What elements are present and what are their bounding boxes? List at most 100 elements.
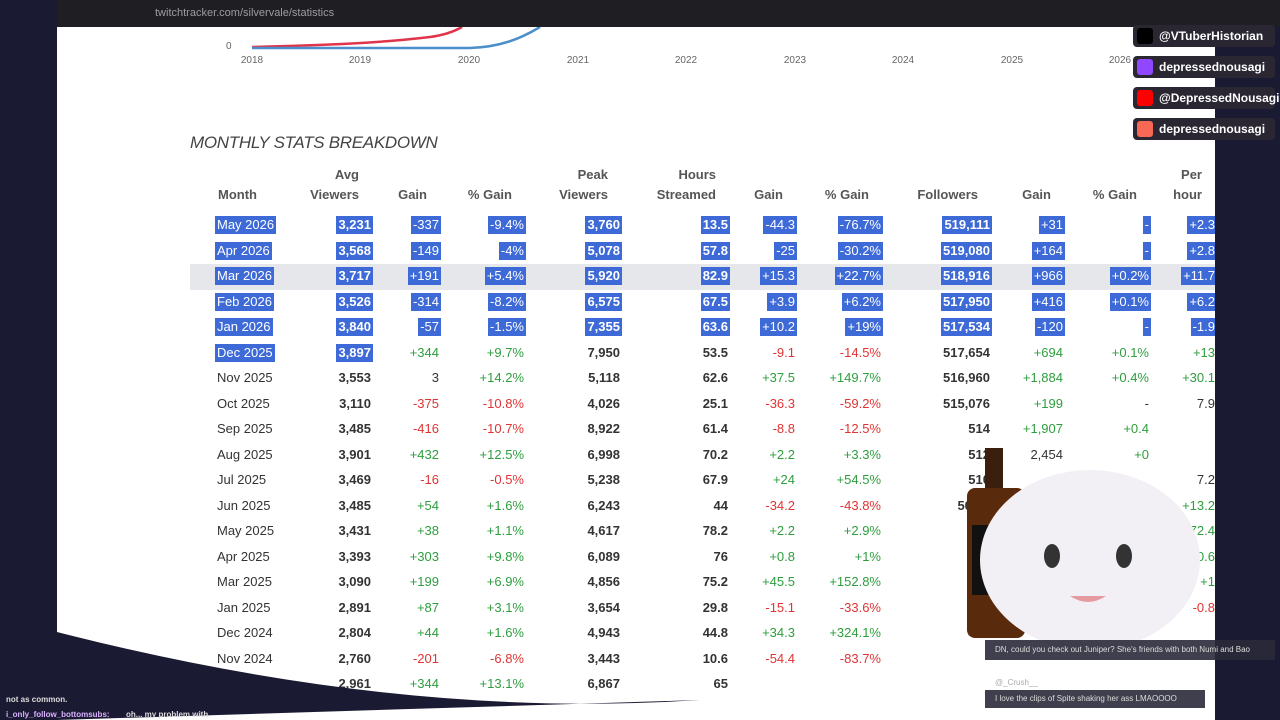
table-cell: +12.5% [479,446,524,462]
table-cell: 3,469 [338,472,371,487]
table-cell: Dec 2025 [215,343,275,362]
table-cell: -30.2% [837,241,883,260]
table-cell: -1.9 [1190,318,1217,336]
table-cell: Jan 2025 [217,599,271,615]
table-cell: - [1142,241,1151,260]
table-cell: +3.1% [486,599,524,615]
table-cell: 2,804 [338,625,371,640]
table-cell: +191 [407,267,441,285]
table-cell: 3,897 [336,343,373,362]
table-cell: - [1142,216,1151,234]
table-cell: 7,950 [587,344,620,360]
table-cell: +164 [1031,241,1065,260]
table-cell: Apr 2025 [217,548,270,564]
table-cell: +87 [416,599,439,615]
column-header: Viewers [559,187,608,202]
table-cell: 2,891 [338,599,371,615]
table-cell: +199 [1033,395,1063,411]
table-cell: -43.8% [839,497,881,513]
table-cell: +966 [1031,267,1065,285]
table-cell: Jul 2025 [217,472,267,487]
table-cell: -375 [412,395,439,411]
table-cell: +0.4 [1123,421,1149,436]
table-cell: 7.9 [1196,395,1215,411]
table-cell: +1.1% [486,523,524,538]
table-cell: 44.8 [702,625,728,640]
line-blue [252,27,541,50]
table-cell: 3 [431,370,439,385]
social-icon [1137,121,1153,137]
x-tick-label: 2023 [783,55,807,66]
table-cell: +13.2 [1182,497,1215,513]
table-cell: 517,534 [941,318,992,336]
table-cell: - [1144,395,1149,411]
table-cell: -76.7% [837,216,883,234]
table-cell: +0.1% [1109,292,1151,311]
table-cell: 3,443 [587,650,620,666]
table-cell: -10.7% [482,421,524,436]
social-icon [1137,28,1153,44]
table-cell: -6.8% [490,650,524,666]
table-cell: 76 [713,548,728,564]
x-tick-label: 2026 [1108,55,1132,66]
column-header: % Gain [467,187,512,202]
x-tick-label: 2018 [240,55,264,66]
table-cell: 3,393 [338,548,371,564]
table-cell: +1.6% [486,497,524,513]
column-header: Avg [334,167,359,182]
table-cell: +1 [1200,574,1215,589]
column-header: Month [218,187,257,202]
table-cell: -416 [412,421,439,436]
table-cell: 82.9 [700,267,730,285]
table-cell: 75.2 [702,574,728,589]
table-cell: +3.9 [767,292,797,311]
url[interactable]: twitchtracker.com/silvervale/statistics [155,7,335,19]
table-cell: 8,922 [587,421,620,436]
column-header: Followers [917,187,978,202]
table-cell: -14.5% [839,344,881,360]
table-cell: May 2025 [217,523,275,538]
table-cell: 44 [713,497,728,513]
table-cell: -54.4 [765,650,795,666]
table-cell: 3,717 [336,267,373,285]
table-cell: -9.4% [488,216,526,234]
table-cell: +6.2 [1187,292,1217,311]
table-cell: +44 [416,625,439,640]
table-cell: +1,884 [1022,370,1063,385]
x-tick-label: 2024 [891,55,915,66]
table-cell: 2,961 [338,676,371,691]
table-cell: +1% [854,548,881,564]
column-header: Viewers [310,187,359,202]
stream-frame [57,632,700,720]
social-icon [1137,90,1153,106]
table-cell: +3.3% [843,446,881,462]
table-cell: -337 [410,216,441,234]
table-cell: +54.5% [836,472,881,487]
table-cell: +2.8 [1187,241,1217,260]
table-cell: +13 [1192,344,1215,360]
table-cell: +0.8 [769,548,795,564]
table-cell: 10.6 [702,650,728,666]
table-cell: +324.1% [829,625,881,640]
mascot [980,470,1200,650]
table-cell: 3,760 [585,216,622,234]
left-frame [0,0,57,720]
table-cell: 3,485 [338,421,371,436]
table-cell: - [1142,318,1151,336]
table-cell: 6,575 [585,292,622,311]
table-cell: +22.7% [834,267,883,285]
column-header: Gain [398,187,427,202]
table-cell: 515,076 [943,395,990,411]
table-cell: +344 [409,676,439,691]
chat-box [985,690,1205,708]
social-tag: @VTuberHistorian [1133,25,1275,47]
table-cell: 67.9 [702,472,728,487]
table-cell: +416 [1031,292,1065,311]
table-cell: 65 [713,676,728,691]
table-cell: -36.3 [765,395,795,411]
table-cell: +9.7% [486,344,524,360]
table-cell: +2.3 [1187,216,1217,234]
social-tag: depressednousagi [1133,56,1275,78]
